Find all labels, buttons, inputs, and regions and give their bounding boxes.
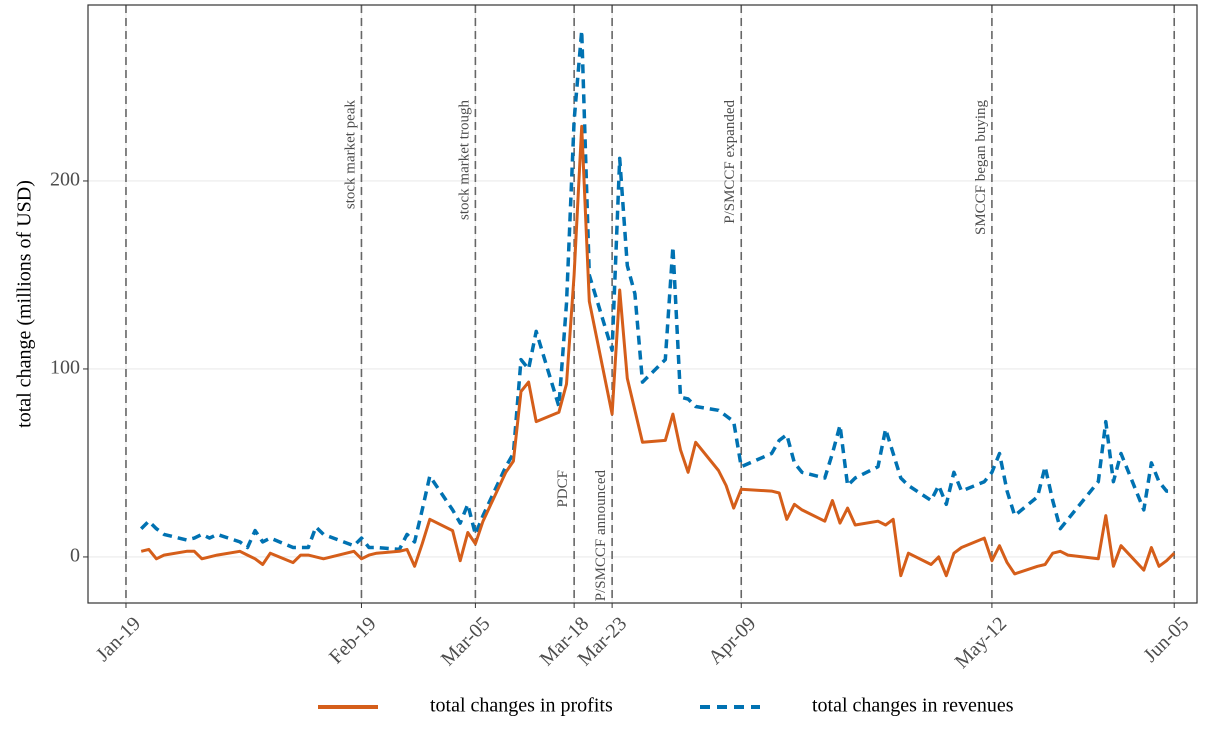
annotation: stock market trough	[456, 100, 472, 220]
x-tick-label: Feb-19	[325, 613, 381, 669]
grid	[88, 5, 1197, 603]
series-line	[139, 28, 1175, 552]
legend-label: total changes in profits	[430, 695, 613, 717]
x-tick-label: May-12	[951, 613, 1011, 673]
annotation: P/SMCCF expanded	[722, 100, 738, 224]
plot-background	[88, 5, 1197, 603]
annotation: P/SMCCF announced	[593, 470, 609, 602]
series-line	[140, 124, 1176, 578]
y-tick-label: 0	[70, 545, 80, 567]
legend-label: total changes in revenues	[812, 695, 1014, 717]
y-tick-label: 200	[50, 169, 80, 191]
annotation: PDCF	[555, 470, 571, 508]
y-tick-label: 100	[50, 357, 80, 379]
plot-frame	[87, 4, 1198, 604]
annotation: SMCCF began buying	[973, 100, 989, 236]
x-tick-label: Mar-05	[437, 613, 495, 671]
annotation: stock market peak	[342, 100, 358, 210]
x-tick-label: Jun-05	[1139, 613, 1193, 667]
x-tick-label: Apr-09	[704, 613, 760, 669]
x-tick-label: Jan-19	[92, 613, 145, 666]
plot	[139, 28, 1176, 578]
y-axis-title: total change (millions of USD)	[14, 180, 36, 428]
